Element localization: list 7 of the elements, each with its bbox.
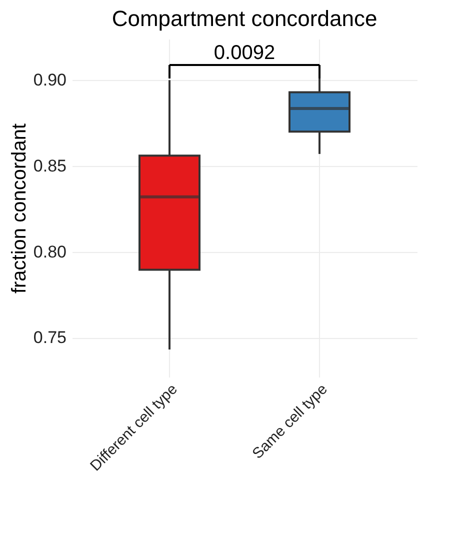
y-tick-label: 0.85 (33, 156, 66, 176)
annotation: 0.0092 (214, 42, 276, 64)
y-tick-label: 0.75 (33, 328, 66, 348)
y-tick-label: 0.90 (33, 70, 66, 90)
chart-title: Compartment concordance (112, 6, 378, 31)
y-tick-label: 0.80 (33, 242, 66, 262)
y-axis-title: fraction concordant (8, 123, 30, 294)
